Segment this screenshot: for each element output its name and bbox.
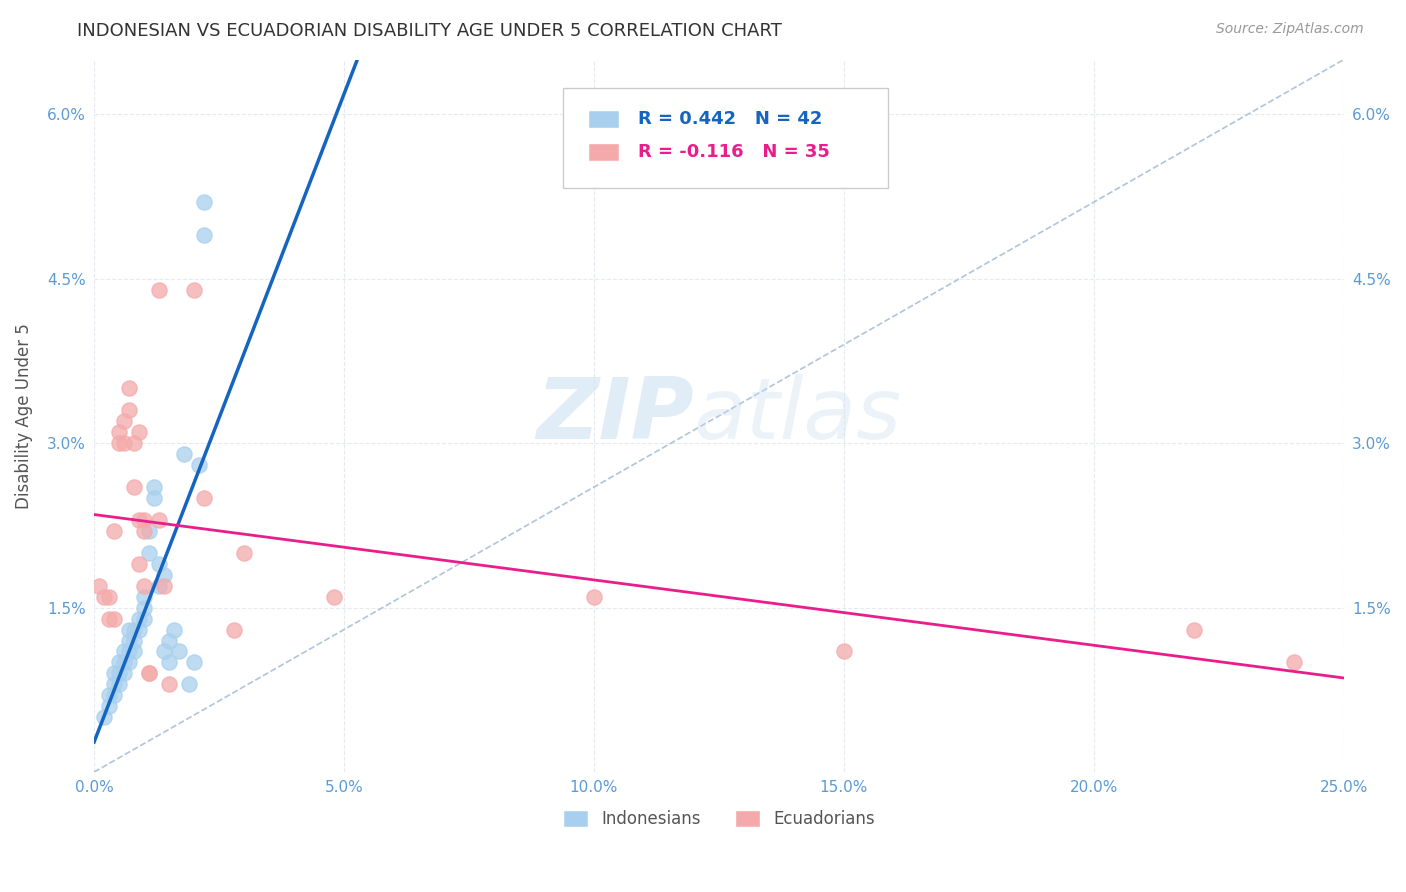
- Point: [128, 623, 150, 637]
- Point: [157, 656, 180, 670]
- Text: R = -0.116   N = 35: R = -0.116 N = 35: [638, 144, 830, 161]
- Point: [132, 513, 155, 527]
- Text: INDONESIAN VS ECUADORIAN DISABILITY AGE UNDER 5 CORRELATION CHART: INDONESIAN VS ECUADORIAN DISABILITY AGE …: [77, 22, 782, 40]
- Point: [143, 491, 166, 505]
- Point: [128, 513, 150, 527]
- Point: [98, 611, 121, 625]
- Point: [183, 283, 205, 297]
- Point: [98, 699, 121, 714]
- Point: [108, 656, 131, 670]
- Text: Source: ZipAtlas.com: Source: ZipAtlas.com: [1216, 22, 1364, 37]
- Point: [93, 590, 115, 604]
- Point: [1282, 656, 1305, 670]
- Y-axis label: Disability Age Under 5: Disability Age Under 5: [15, 323, 32, 508]
- Point: [128, 557, 150, 571]
- Point: [138, 666, 160, 681]
- Point: [118, 656, 141, 670]
- Point: [98, 590, 121, 604]
- Point: [132, 611, 155, 625]
- Point: [1182, 623, 1205, 637]
- Point: [148, 579, 170, 593]
- Point: [148, 513, 170, 527]
- Point: [112, 666, 135, 681]
- Point: [167, 644, 190, 658]
- Point: [103, 677, 125, 691]
- Point: [118, 644, 141, 658]
- Point: [112, 414, 135, 428]
- Point: [103, 666, 125, 681]
- Point: [222, 623, 245, 637]
- Point: [193, 195, 215, 210]
- Point: [128, 425, 150, 440]
- Point: [582, 590, 605, 604]
- Point: [148, 557, 170, 571]
- Point: [108, 436, 131, 450]
- Point: [132, 524, 155, 538]
- Point: [177, 677, 200, 691]
- Point: [153, 579, 176, 593]
- Point: [148, 283, 170, 297]
- Point: [132, 590, 155, 604]
- Point: [93, 710, 115, 724]
- Point: [832, 644, 855, 658]
- Point: [118, 623, 141, 637]
- Point: [122, 644, 145, 658]
- Point: [143, 480, 166, 494]
- Point: [138, 524, 160, 538]
- Point: [118, 381, 141, 395]
- Point: [108, 666, 131, 681]
- Legend: Indonesians, Ecuadorians: Indonesians, Ecuadorians: [557, 804, 882, 835]
- Point: [153, 567, 176, 582]
- Point: [173, 447, 195, 461]
- Point: [98, 689, 121, 703]
- Point: [87, 579, 110, 593]
- Point: [112, 436, 135, 450]
- Point: [112, 656, 135, 670]
- FancyBboxPatch shape: [562, 88, 887, 188]
- FancyBboxPatch shape: [588, 110, 619, 128]
- Point: [233, 546, 256, 560]
- Point: [132, 579, 155, 593]
- Point: [103, 611, 125, 625]
- Point: [188, 458, 211, 472]
- Point: [323, 590, 346, 604]
- Point: [118, 403, 141, 417]
- Point: [128, 611, 150, 625]
- Point: [108, 425, 131, 440]
- Point: [138, 666, 160, 681]
- Point: [157, 677, 180, 691]
- Point: [103, 689, 125, 703]
- Point: [138, 546, 160, 560]
- Point: [153, 644, 176, 658]
- Point: [193, 227, 215, 242]
- Text: R = 0.442   N = 42: R = 0.442 N = 42: [638, 110, 823, 128]
- Text: ZIP: ZIP: [536, 375, 695, 458]
- Point: [112, 644, 135, 658]
- Point: [122, 633, 145, 648]
- Point: [157, 633, 180, 648]
- Point: [183, 656, 205, 670]
- Point: [118, 633, 141, 648]
- Point: [122, 623, 145, 637]
- Point: [163, 623, 186, 637]
- Point: [108, 677, 131, 691]
- Point: [132, 600, 155, 615]
- Point: [122, 480, 145, 494]
- FancyBboxPatch shape: [588, 144, 619, 161]
- Point: [103, 524, 125, 538]
- Point: [122, 436, 145, 450]
- Point: [193, 491, 215, 505]
- Text: atlas: atlas: [695, 375, 903, 458]
